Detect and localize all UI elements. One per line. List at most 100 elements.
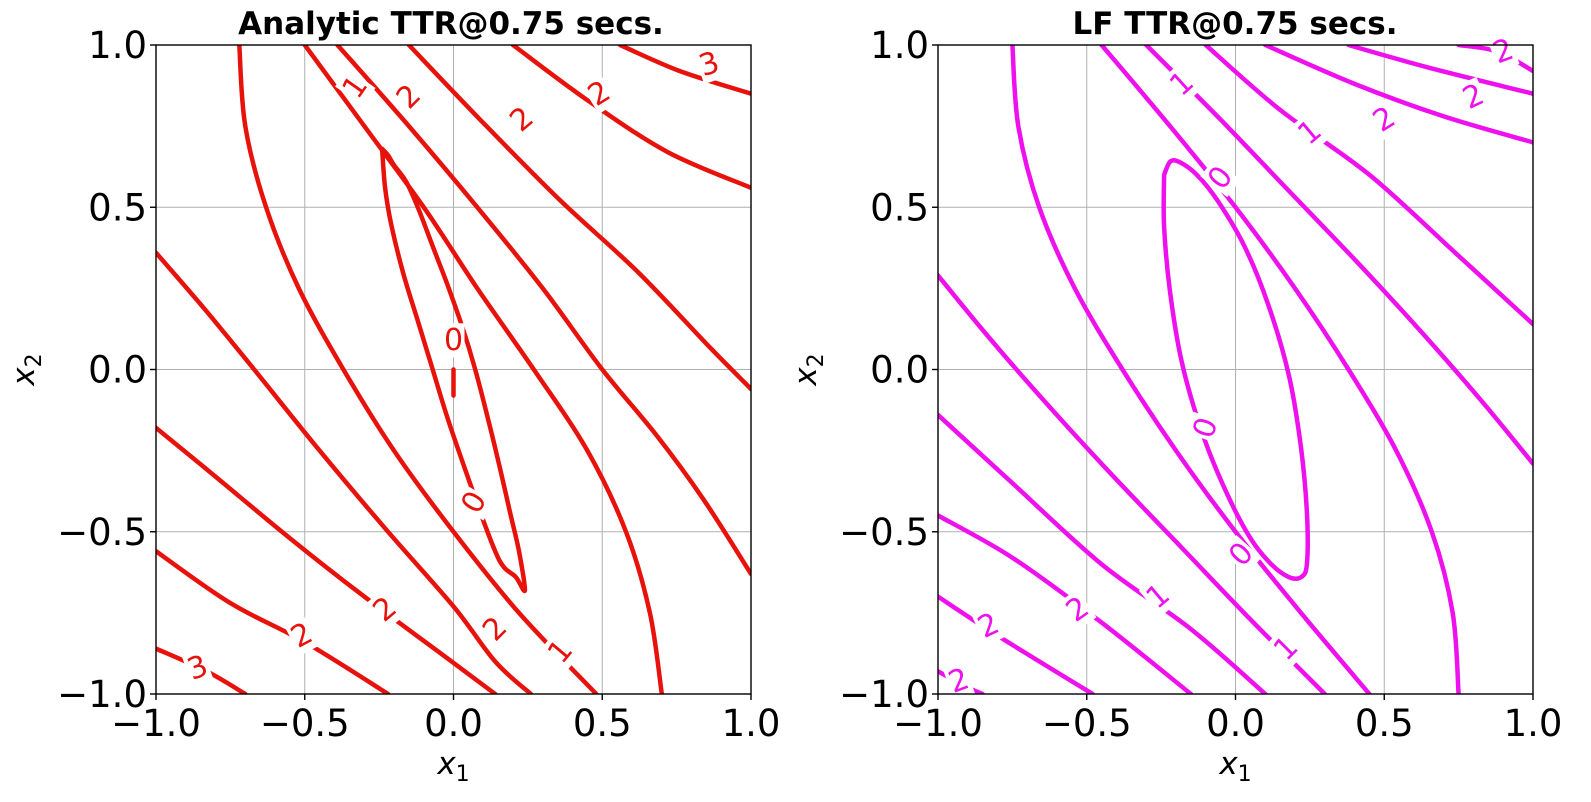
y-tick-label: −1.0 xyxy=(839,673,929,716)
y-axis-label: x2 xyxy=(788,353,829,386)
x-tick-label: −1.0 xyxy=(893,702,983,745)
contour-label-group: 1 xyxy=(1138,576,1178,617)
contour-line-level-2 xyxy=(406,45,751,392)
x-axis-label: x1 xyxy=(1218,746,1251,787)
contour-line-level-1 xyxy=(938,273,1328,694)
contour-label-group: 0 xyxy=(1221,534,1262,575)
contour-line-level-2 xyxy=(938,412,1268,694)
contour-line-level-0 xyxy=(1161,157,1310,582)
contour-line-level-2 xyxy=(156,548,391,694)
y-axis-label-main: x xyxy=(788,367,824,387)
contour-label-group: 2 xyxy=(502,99,542,140)
contour-label-knockout xyxy=(502,99,542,140)
y-tick-label: −0.5 xyxy=(57,511,147,554)
contour-line-level-2 xyxy=(1203,45,1533,327)
contour-label-group: 2 xyxy=(1487,31,1520,72)
contour-label-knockout xyxy=(1138,576,1178,617)
x-axis-label-main: x xyxy=(1218,746,1238,782)
contour-label-knockout xyxy=(442,323,465,358)
x-tick-label: 0.5 xyxy=(1355,702,1414,745)
x-axis-label-sub: 1 xyxy=(456,762,470,787)
contour-label-knockout xyxy=(1365,99,1403,140)
contour-line-level-2 xyxy=(1263,45,1533,145)
contour-line-level-2 xyxy=(335,45,751,577)
y-tick-label: −0.5 xyxy=(839,511,929,554)
contour-label-knockout xyxy=(1186,411,1226,445)
contour-line-level-0 xyxy=(1099,45,1461,694)
contour-label: 0 xyxy=(444,323,463,358)
contour-label-knockout xyxy=(454,484,495,521)
contour-line-level-2 xyxy=(156,425,498,694)
contour-line-level-2 xyxy=(938,513,1194,694)
contour-label-knockout xyxy=(335,68,376,106)
contour-line-level-1 xyxy=(237,45,599,694)
x-tick-label: −0.5 xyxy=(260,702,350,745)
x-tick-label: 0.0 xyxy=(424,702,483,745)
contour-line-level-2 xyxy=(156,250,534,694)
contour-label-group: 2 xyxy=(1365,99,1403,140)
contour-label-knockout xyxy=(1221,534,1262,575)
x-tick-label: 1.0 xyxy=(722,702,781,745)
x-axis-label-sub: 1 xyxy=(1238,762,1252,787)
contour-label-knockout xyxy=(1059,589,1097,630)
contour-label-knockout xyxy=(1456,76,1491,117)
x-tick-label: −0.5 xyxy=(1042,702,1132,745)
contour-label-knockout xyxy=(693,44,726,85)
contour-line-level-0 xyxy=(379,146,528,594)
y-tick-label: 0.0 xyxy=(870,349,929,392)
contour-line-level-1 xyxy=(302,45,665,694)
contour-label-knockout xyxy=(1162,63,1202,104)
contour-line-level-3 xyxy=(617,45,751,96)
y-axis-label-main: x xyxy=(6,367,42,387)
contour-line-level-2 xyxy=(1346,45,1533,96)
contour-label-group: 1 xyxy=(1266,628,1306,669)
contour-label-knockout xyxy=(181,648,214,688)
contour-label-knockout xyxy=(971,605,1006,646)
x-tick-label: 1.0 xyxy=(1504,702,1563,745)
contour-label-group: 3 xyxy=(181,648,214,688)
contour-label-knockout xyxy=(540,632,581,672)
contour-label-knockout xyxy=(1290,112,1330,153)
y-axis-label-sub: 2 xyxy=(804,353,829,367)
x-tick-label: 0.5 xyxy=(573,702,632,745)
y-axis-label-sub: 2 xyxy=(22,353,47,367)
contour-label-group: 2 xyxy=(580,73,618,114)
contour-label-knockout xyxy=(389,77,429,117)
contour-label-group: 0 xyxy=(1186,411,1226,445)
contour-label-group: 3 xyxy=(693,44,726,85)
x-axis-label-main: x xyxy=(436,746,456,782)
x-tick-label: 0.0 xyxy=(1206,702,1265,745)
y-tick-label: 0.5 xyxy=(88,186,147,229)
y-axis-label: x2 xyxy=(6,353,47,386)
contour-label-group: 0 xyxy=(442,323,465,358)
contour-label-knockout xyxy=(284,615,320,656)
y-tick-label: 1.0 xyxy=(88,24,147,67)
contour-group xyxy=(156,45,751,694)
contour-label-knockout xyxy=(365,589,405,630)
y-tick-label: −1.0 xyxy=(57,673,147,716)
contour-label-knockout xyxy=(580,73,618,114)
contour-label-group: 0 xyxy=(1200,158,1241,198)
contour-label-knockout xyxy=(942,661,975,701)
contour-label-group: 1 xyxy=(1290,112,1330,153)
contour-group xyxy=(938,45,1533,694)
contour-label-group: 1 xyxy=(335,68,376,106)
contour-label-knockout xyxy=(1200,158,1241,198)
contour-label-knockout xyxy=(1266,628,1306,669)
contour-line-level-2 xyxy=(510,45,751,191)
contour-label-group: 2 xyxy=(942,661,975,701)
contour-label-knockout xyxy=(475,609,515,649)
contour-label: 1 xyxy=(1267,629,1305,667)
contour-label-knockout xyxy=(1487,31,1520,72)
y-tick-label: 1.0 xyxy=(870,24,929,67)
chart-title: Analytic TTR@0.75 secs. xyxy=(238,6,664,42)
y-tick-label: 0.0 xyxy=(88,349,147,392)
contour-line-level-0 xyxy=(1010,45,1372,694)
x-axis-label: x1 xyxy=(436,746,469,787)
y-tick-label: 0.5 xyxy=(870,186,929,229)
contour-line-level-1 xyxy=(1144,45,1533,466)
contour-label-group: 1 xyxy=(540,632,581,672)
